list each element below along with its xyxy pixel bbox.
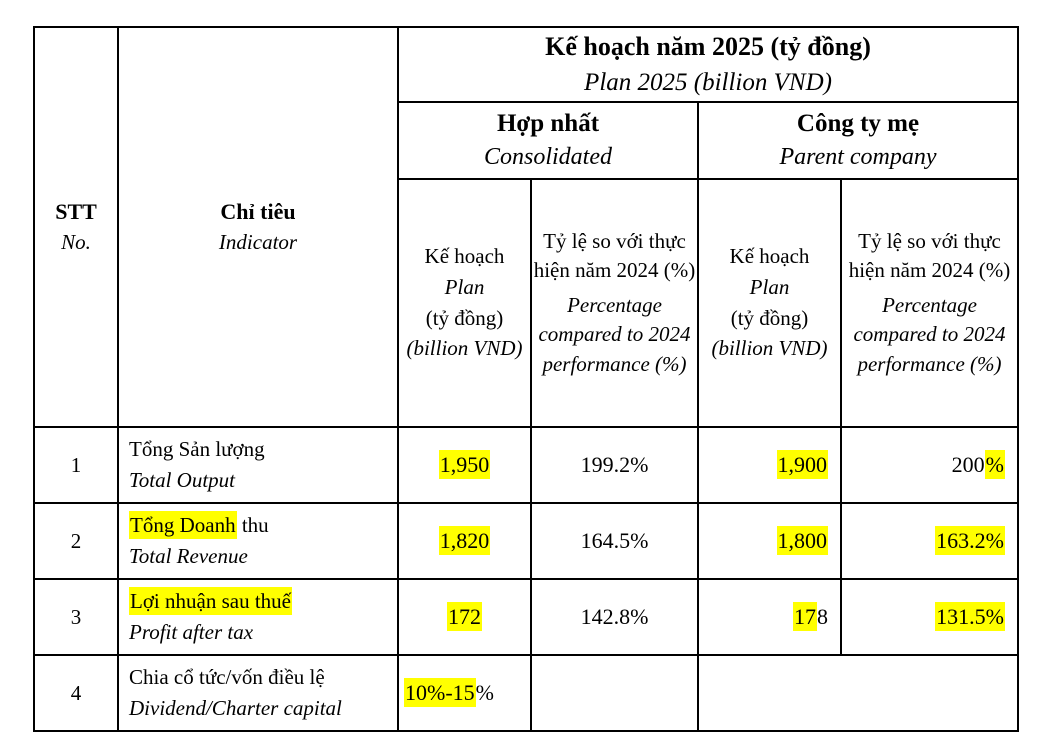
- indicator-cell: Tổng Sản lượng Total Output: [117, 426, 399, 504]
- highlighted-text: 1,820: [438, 526, 491, 555]
- plan-label-en: Plan: [749, 274, 790, 299]
- cell-text: 200: [951, 452, 985, 477]
- header-no-vi: STT: [55, 199, 97, 225]
- business-plan-table: STT No. Chỉ tiêu Indicator Kế hoạch năm …: [33, 26, 1019, 732]
- header-consolidated-en: Consolidated: [483, 144, 612, 171]
- plan-unit-en: (billion VND): [711, 336, 828, 361]
- highlighted-text: %: [984, 450, 1005, 479]
- parent-plan-cell: 1,800: [697, 502, 842, 580]
- header-parent-vi: Công ty mẹ: [796, 110, 920, 138]
- indicator-cell: Chia cổ tức/vốn điều lệ Dividend/Charter …: [117, 654, 399, 732]
- highlighted-text: 1,900: [776, 450, 828, 479]
- plan-label-vi: Kế hoạch: [424, 244, 505, 269]
- header-parent-en: Parent company: [779, 144, 937, 171]
- consolidated-ratio-cell: 164.5%: [530, 502, 699, 580]
- indicator-cell: Tổng Doanh thu Total Revenue: [117, 502, 399, 580]
- header-parent-company: Công ty mẹ Parent company: [697, 101, 1019, 180]
- parent-merged-cell: [697, 654, 1019, 732]
- indicator-en: Total Output: [129, 468, 236, 492]
- header-row-measures: Kế hoạch Plan (tỷ đồng) (billion VND) Tỷ…: [34, 178, 1019, 428]
- indicator-vi: Chia cổ tức/vốn điều lệ: [129, 662, 396, 694]
- parent-ratio-cell: 163.2%: [840, 502, 1019, 580]
- highlighted-text: 131.5%: [935, 602, 1005, 631]
- row-number: 3: [33, 578, 119, 656]
- highlighted-text: 17: [793, 602, 817, 631]
- cell-text: 142.8%: [580, 604, 649, 629]
- plan-unit-en: (billion VND): [406, 336, 523, 361]
- header-no: STT No.: [33, 26, 119, 428]
- cell-text: 199.2%: [580, 452, 649, 477]
- header-plan-2025-en: Plan 2025 (billion VND): [584, 68, 832, 96]
- header-row-group: STT No. Chỉ tiêu Indicator Kế hoạch năm …: [33, 26, 1019, 428]
- highlighted-text: Tổng Doanh: [129, 510, 237, 539]
- table-row: 2 Tổng Doanh thu Total Revenue 1,820 164.5% 1…: [33, 502, 1019, 580]
- table-row: 1 Tổng Sản lượng Total Output 1,950 199.2% 1,…: [33, 426, 1019, 504]
- indicator-en: Profit after tax: [129, 620, 254, 644]
- cell-text: 8: [817, 604, 828, 629]
- ratio-label-en: Percentage compared to 2024 performance …: [853, 292, 1006, 376]
- indicator-cell: Lợi nhuận sau thuế Profit after tax: [117, 578, 399, 656]
- plan-unit-vi: (tỷ đồng): [425, 305, 504, 330]
- highlighted-text: Lợi nhuận sau thuế: [129, 586, 292, 615]
- row-number: 2: [33, 502, 119, 580]
- indicator-vi: Tổng Sản lượng: [129, 434, 396, 466]
- plan-unit-vi: (tỷ đồng): [730, 305, 809, 330]
- parent-plan-cell: 178: [697, 578, 842, 656]
- indicator-vi: Lợi nhuận sau thuế: [129, 586, 396, 618]
- parent-ratio-cell: 200%: [840, 426, 1019, 504]
- header-parent-ratio: Tỷ lệ so với thực hiện năm 2024 (%) Perc…: [840, 178, 1019, 428]
- highlighted-text: 1,950: [438, 450, 491, 479]
- header-indicator-en: Indicator: [218, 229, 298, 254]
- ratio-label-en: Percentage compared to 2024 performance …: [538, 292, 691, 376]
- consolidated-ratio-cell: [530, 654, 699, 732]
- plan-label-vi: Kế hoạch: [729, 244, 810, 269]
- header-no-en: No.: [61, 229, 91, 254]
- consolidated-ratio-cell: 142.8%: [530, 578, 699, 656]
- highlighted-text: 1,800: [776, 526, 828, 555]
- parent-plan-cell: 1,900: [697, 426, 842, 504]
- table-body: 1 Tổng Sản lượng Total Output 1,950 199.2% 1,…: [33, 426, 1019, 732]
- table-row: 4 Chia cổ tức/vốn điều lệ Dividend/Charter…: [33, 654, 1019, 732]
- header-plan-2025-vi: Kế hoạch năm 2025 (tỷ đồng): [545, 32, 871, 62]
- header-consolidated-plan: Kế hoạch Plan (tỷ đồng) (billion VND): [397, 178, 532, 428]
- ratio-label-vi: Tỷ lệ so với thực hiện năm 2024 (%): [533, 229, 696, 283]
- row-number: 4: [33, 654, 119, 732]
- header-indicator: Chỉ tiêu Indicator: [117, 26, 399, 428]
- header-consolidated-ratio: Tỷ lệ so với thực hiện năm 2024 (%) Perc…: [530, 178, 699, 428]
- table-row: 3 Lợi nhuận sau thuế Profit after tax 172 14…: [33, 578, 1019, 656]
- cell-text: Chia cổ tức/vốn điều lệ: [129, 664, 325, 689]
- cell-text: thu: [236, 512, 269, 537]
- header-plan-2025-group: Kế hoạch năm 2025 (tỷ đồng) Plan 2025 (b…: [397, 26, 1019, 103]
- header-row-entities: Hợp nhất Consolidated Công ty mẹ Parent …: [34, 101, 1019, 180]
- consolidated-plan-cell: 172: [397, 578, 532, 656]
- header-indicator-vi: Chỉ tiêu: [220, 199, 296, 225]
- indicator-en: Total Revenue: [129, 544, 248, 568]
- consolidated-plan-cell: 10%-15%: [397, 654, 532, 732]
- highlighted-text: 172: [447, 602, 482, 631]
- cell-text: %: [475, 680, 494, 705]
- ratio-label-vi: Tỷ lệ so với thực hiện năm 2024 (%): [848, 229, 1011, 283]
- consolidated-plan-cell: 1,820: [397, 502, 532, 580]
- header-consolidated-vi: Hợp nhất: [496, 110, 600, 138]
- cell-text: 164.5%: [580, 528, 649, 553]
- parent-ratio-cell: 131.5%: [840, 578, 1019, 656]
- plan-label-en: Plan: [444, 274, 485, 299]
- indicator-vi: Tổng Doanh thu: [129, 510, 396, 542]
- cell-text: Tổng Sản lượng: [129, 436, 265, 461]
- indicator-en: Dividend/Charter capital: [129, 696, 342, 720]
- highlighted-text: 10%-15: [404, 678, 476, 707]
- header-parent-plan: Kế hoạch Plan (tỷ đồng) (billion VND): [697, 178, 842, 428]
- consolidated-ratio-cell: 199.2%: [530, 426, 699, 504]
- header-consolidated: Hợp nhất Consolidated: [397, 101, 699, 180]
- row-number: 1: [33, 426, 119, 504]
- consolidated-plan-cell: 1,950: [397, 426, 532, 504]
- highlighted-text: 163.2%: [935, 526, 1005, 555]
